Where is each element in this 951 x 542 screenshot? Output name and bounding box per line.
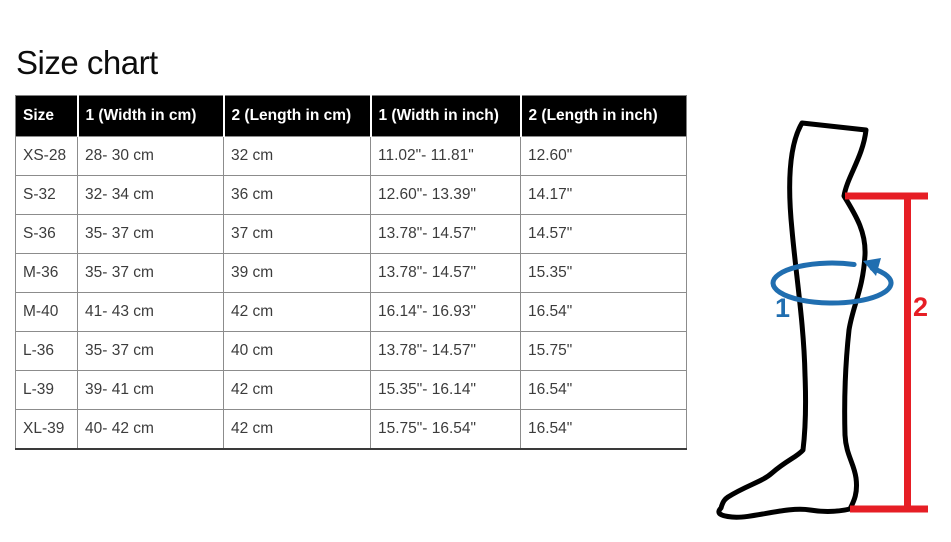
table-row: M-40 41- 43 cm 42 cm 16.14"- 16.93" 16.5… [15, 292, 687, 332]
length-measure-label: 2 [913, 292, 928, 322]
cell-width-inch: 13.78"- 14.57" [370, 214, 521, 254]
cell-length-inch: 14.57" [520, 214, 687, 254]
cell-width-cm: 32- 34 cm [77, 175, 224, 215]
cell-width-cm: 35- 37 cm [77, 253, 224, 293]
size-chart-table: Size 1 (Width in cm) 2 (Length in cm) 1 … [15, 95, 687, 450]
cell-length-inch: 16.54" [520, 292, 687, 332]
leg-measurement-diagram: 1 2 [692, 105, 951, 535]
header-width-inch: 1 (Width in inch) [369, 95, 521, 137]
cell-size: L-36 [15, 331, 78, 371]
cell-length-inch: 12.60" [520, 136, 687, 176]
width-measure-label: 1 [775, 293, 790, 323]
header-row: Size 1 (Width in cm) 2 (Length in cm) 1 … [15, 95, 687, 137]
cell-width-inch: 11.02"- 11.81" [370, 136, 521, 176]
cell-width-inch: 12.60"- 13.39" [370, 175, 521, 215]
cell-length-cm: 42 cm [223, 409, 371, 450]
cell-width-inch: 15.75"- 16.54" [370, 409, 521, 450]
cell-width-inch: 16.14"- 16.93" [370, 292, 521, 332]
cell-width-cm: 41- 43 cm [77, 292, 224, 332]
length-measure-bracket [845, 192, 928, 513]
cell-size: M-36 [15, 253, 78, 293]
table-row: XS-28 28- 30 cm 32 cm 11.02"- 11.81" 12.… [15, 136, 687, 176]
cell-width-cm: 28- 30 cm [77, 136, 224, 176]
header-size: Size [15, 95, 78, 137]
cell-width-inch: 13.78"- 14.57" [370, 331, 521, 371]
girth-arrowhead-icon [863, 258, 881, 276]
size-chart-table-header: Size 1 (Width in cm) 2 (Length in cm) 1 … [15, 95, 687, 137]
cell-size: M-40 [15, 292, 78, 332]
cell-width-cm: 39- 41 cm [77, 370, 224, 410]
table-row: XL-39 40- 42 cm 42 cm 15.75"- 16.54" 16.… [15, 409, 687, 450]
cell-width-cm: 35- 37 cm [77, 214, 224, 254]
cell-length-cm: 42 cm [223, 292, 371, 332]
cell-length-cm: 32 cm [223, 136, 371, 176]
page-title: Size chart [16, 44, 158, 82]
cell-length-inch: 15.35" [520, 253, 687, 293]
cell-length-cm: 40 cm [223, 331, 371, 371]
cell-width-cm: 40- 42 cm [77, 409, 224, 450]
size-chart-table-body: XS-28 28- 30 cm 32 cm 11.02"- 11.81" 12.… [15, 136, 687, 450]
table-row: S-32 32- 34 cm 36 cm 12.60"- 13.39" 14.1… [15, 175, 687, 215]
cell-size: S-36 [15, 214, 78, 254]
table-row: M-36 35- 37 cm 39 cm 13.78"- 14.57" 15.3… [15, 253, 687, 293]
cell-width-inch: 13.78"- 14.57" [370, 253, 521, 293]
cell-length-inch: 14.17" [520, 175, 687, 215]
width-girth-arrow [770, 260, 894, 306]
cell-size: S-32 [15, 175, 78, 215]
cell-length-cm: 37 cm [223, 214, 371, 254]
table-row: L-39 39- 41 cm 42 cm 15.35"- 16.14" 16.5… [15, 370, 687, 410]
cell-size: XL-39 [15, 409, 78, 450]
cell-width-inch: 15.35"- 16.14" [370, 370, 521, 410]
cell-length-cm: 42 cm [223, 370, 371, 410]
cell-length-inch: 16.54" [520, 370, 687, 410]
cell-length-cm: 36 cm [223, 175, 371, 215]
leg-outline-drawing [716, 120, 869, 520]
cell-width-cm: 35- 37 cm [77, 331, 224, 371]
header-length-inch: 2 (Length in inch) [519, 95, 687, 137]
cell-size: L-39 [15, 370, 78, 410]
header-length-cm: 2 (Length in cm) [222, 95, 371, 137]
cell-size: XS-28 [15, 136, 78, 176]
cell-length-inch: 16.54" [520, 409, 687, 450]
cell-length-inch: 15.75" [520, 331, 687, 371]
table-row: L-36 35- 37 cm 40 cm 13.78"- 14.57" 15.7… [15, 331, 687, 371]
cell-length-cm: 39 cm [223, 253, 371, 293]
table-row: S-36 35- 37 cm 37 cm 13.78"- 14.57" 14.5… [15, 214, 687, 254]
header-width-cm: 1 (Width in cm) [76, 95, 224, 137]
